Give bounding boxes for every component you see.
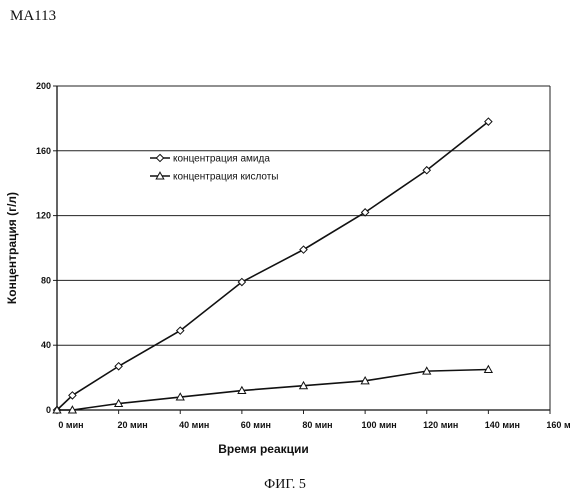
series-1-point	[300, 246, 307, 253]
legend-label: концентрация кислоты	[173, 172, 279, 183]
x-axis-title: Время реакции	[218, 442, 309, 456]
series-line-2	[57, 370, 488, 411]
y-tick-label: 120	[36, 211, 51, 221]
x-tick-label: 140 мин	[485, 420, 520, 430]
figure-caption: ФИГ. 5	[0, 477, 570, 493]
x-tick-label: 20 мин	[118, 420, 148, 430]
line-chart: 0 40 80 120 160 200 0 мин 20 мин 40 мин 60 мин 80 …	[0, 0, 570, 470]
x-tick-label: 120 мин	[423, 420, 458, 430]
y-tick-label: 40	[41, 340, 51, 350]
legend-marker	[156, 154, 163, 161]
y-tick-label: 0	[46, 405, 51, 415]
x-tick-label: 160 мин	[546, 420, 570, 430]
x-tick-label: 100 мин	[362, 420, 397, 430]
x-tick-label: 40 мин	[179, 420, 209, 430]
legend-label: концентрация амида	[173, 154, 270, 165]
x-tick-label: 80 мин	[302, 420, 332, 430]
y-tick-label: 200	[36, 81, 51, 91]
x-tick-label: 60 мин	[241, 420, 271, 430]
x-tick-label: 0 мин	[58, 420, 83, 430]
y-tick-label: 160	[36, 146, 51, 156]
y-axis-title: Концентрация (г/л)	[5, 192, 19, 304]
y-tick-label: 80	[41, 275, 51, 285]
